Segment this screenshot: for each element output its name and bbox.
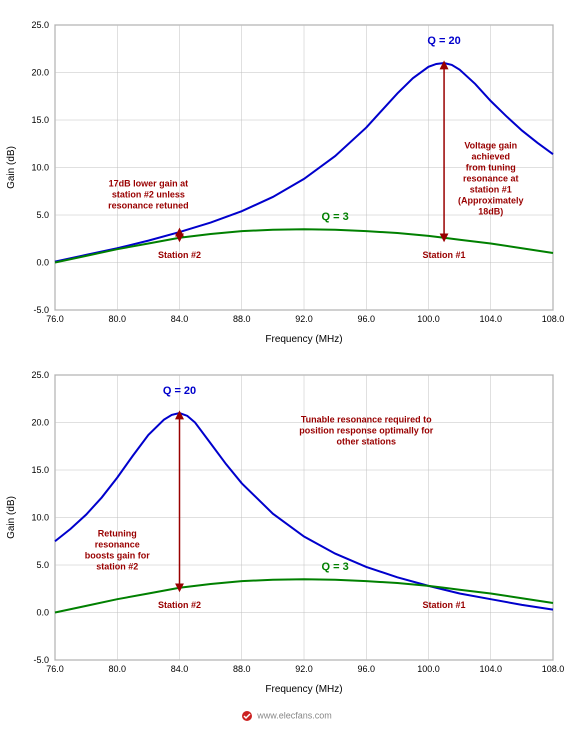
svg-text:station #2 unless: station #2 unless bbox=[112, 190, 185, 200]
svg-text:Q = 3: Q = 3 bbox=[322, 211, 349, 223]
svg-text:resonance at: resonance at bbox=[463, 174, 519, 184]
svg-text:Q = 20: Q = 20 bbox=[163, 385, 196, 397]
svg-text:80.0: 80.0 bbox=[108, 314, 126, 324]
svg-text:Station #2: Station #2 bbox=[158, 250, 201, 260]
svg-text:Gain (dB): Gain (dB) bbox=[6, 146, 17, 189]
chart2-svg: 76.0 80.0 84.0 88.0 92.0 96.0 100.0 104.0 108.0 -… bbox=[0, 360, 573, 700]
footer: www.elecfans.com bbox=[0, 710, 573, 722]
svg-text:Gain (dB): Gain (dB) bbox=[6, 496, 17, 539]
svg-text:88.0: 88.0 bbox=[233, 314, 251, 324]
svg-text:10.0: 10.0 bbox=[31, 513, 49, 523]
logo-icon bbox=[241, 710, 253, 722]
svg-text:-5.0: -5.0 bbox=[33, 655, 49, 665]
svg-text:achieved: achieved bbox=[471, 152, 510, 162]
svg-text:0.0: 0.0 bbox=[36, 258, 49, 268]
svg-text:Tunable resonance required to: Tunable resonance required to bbox=[301, 415, 432, 425]
svg-text:20.0: 20.0 bbox=[31, 418, 49, 428]
svg-text:Frequency (MHz): Frequency (MHz) bbox=[265, 334, 342, 345]
svg-text:100.0: 100.0 bbox=[417, 664, 440, 674]
svg-text:104.0: 104.0 bbox=[479, 664, 502, 674]
svg-text:Station #1: Station #1 bbox=[423, 600, 466, 610]
svg-text:15.0: 15.0 bbox=[31, 115, 49, 125]
svg-text:25.0: 25.0 bbox=[31, 20, 49, 30]
svg-text:80.0: 80.0 bbox=[108, 664, 126, 674]
svg-text:76.0: 76.0 bbox=[46, 664, 64, 674]
svg-text:Frequency (MHz): Frequency (MHz) bbox=[265, 684, 342, 695]
bottom-chart: 76.0 80.0 84.0 88.0 92.0 96.0 100.0 104.0 108.0 -… bbox=[0, 360, 573, 700]
svg-text:0.0: 0.0 bbox=[36, 608, 49, 618]
svg-text:from tuning: from tuning bbox=[466, 163, 516, 173]
svg-text:88.0: 88.0 bbox=[233, 664, 251, 674]
svg-text:84.0: 84.0 bbox=[171, 664, 189, 674]
svg-text:Station #1: Station #1 bbox=[423, 250, 466, 260]
svg-text:15.0: 15.0 bbox=[31, 465, 49, 475]
top-chart: 76.0 80.0 84.0 88.0 92.0 96.0 100.0 104.0 108.0 -… bbox=[0, 10, 573, 350]
svg-text:resonance: resonance bbox=[95, 540, 140, 550]
svg-text:92.0: 92.0 bbox=[295, 314, 313, 324]
svg-text:25.0: 25.0 bbox=[31, 370, 49, 380]
svg-text:boosts gain for: boosts gain for bbox=[85, 551, 150, 561]
svg-text:-5.0: -5.0 bbox=[33, 305, 49, 315]
svg-text:Station #2: Station #2 bbox=[158, 600, 201, 610]
svg-text:104.0: 104.0 bbox=[479, 314, 502, 324]
svg-text:84.0: 84.0 bbox=[171, 314, 189, 324]
svg-text:station #2: station #2 bbox=[96, 562, 138, 572]
svg-text:18dB): 18dB) bbox=[478, 207, 503, 217]
svg-text:Retuning: Retuning bbox=[98, 529, 137, 539]
svg-text:other stations: other stations bbox=[336, 437, 396, 447]
svg-text:station #1: station #1 bbox=[470, 185, 512, 195]
svg-text:resonance retuned: resonance retuned bbox=[108, 201, 189, 211]
svg-text:76.0: 76.0 bbox=[46, 314, 64, 324]
svg-text:(Approximately: (Approximately bbox=[458, 196, 524, 206]
svg-text:17dB lower gain at: 17dB lower gain at bbox=[109, 179, 189, 189]
svg-text:Q = 20: Q = 20 bbox=[427, 35, 460, 47]
svg-text:position response optimally fo: position response optimally for bbox=[299, 426, 434, 436]
svg-text:5.0: 5.0 bbox=[36, 560, 49, 570]
svg-text:96.0: 96.0 bbox=[357, 664, 375, 674]
svg-text:96.0: 96.0 bbox=[357, 314, 375, 324]
svg-text:10.0: 10.0 bbox=[31, 163, 49, 173]
svg-text:Q = 3: Q = 3 bbox=[322, 561, 349, 573]
svg-text:92.0: 92.0 bbox=[295, 664, 313, 674]
svg-text:108.0: 108.0 bbox=[542, 664, 565, 674]
footer-text: www.elecfans.com bbox=[257, 710, 332, 720]
svg-text:Voltage gain: Voltage gain bbox=[464, 141, 517, 151]
svg-text:108.0: 108.0 bbox=[542, 314, 565, 324]
chart1-svg: 76.0 80.0 84.0 88.0 92.0 96.0 100.0 104.0 108.0 -… bbox=[0, 10, 573, 350]
svg-text:20.0: 20.0 bbox=[31, 68, 49, 78]
svg-text:5.0: 5.0 bbox=[36, 210, 49, 220]
svg-text:100.0: 100.0 bbox=[417, 314, 440, 324]
